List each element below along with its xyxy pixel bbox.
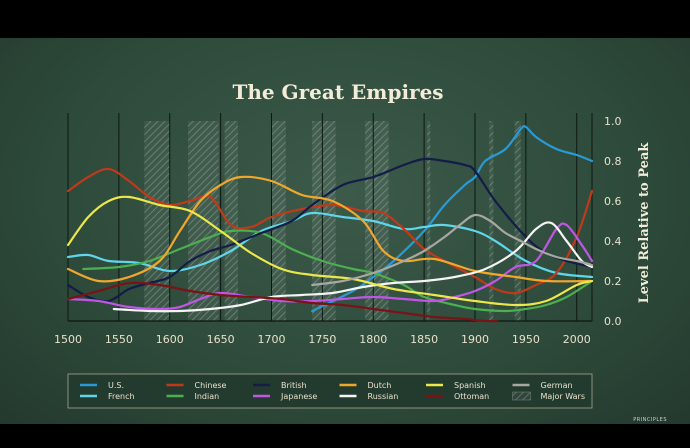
war-band	[312, 121, 336, 321]
y-tick-label: 0.4	[604, 235, 622, 248]
y-tick-label: 0.2	[604, 275, 622, 288]
x-tick-label: 1550	[105, 333, 133, 346]
legend-label-chinese: Chinese	[195, 381, 227, 390]
x-tick-label: 1700	[257, 333, 285, 346]
legend-swatch-major-wars	[512, 391, 531, 401]
legend-label-indian: Indian	[195, 392, 220, 401]
legend-label-german: German	[541, 381, 573, 390]
legend-label-major-wars: Major Wars	[541, 392, 586, 401]
war-band	[427, 121, 431, 321]
series-line-spanish	[66, 195, 594, 307]
y-tick-label: 0.0	[604, 315, 622, 328]
war-band	[224, 121, 238, 321]
series-line-chinese	[66, 167, 594, 295]
legend-label-us: U.S.	[108, 381, 124, 390]
legend-label-dutch: Dutch	[368, 381, 392, 390]
series-line-russian	[112, 221, 594, 313]
legend-label-japanese: Japanese	[280, 392, 317, 401]
legend-label-ottoman: Ottoman	[454, 392, 489, 401]
x-tick-label: 1850	[410, 333, 438, 346]
x-tick-label: 1500	[54, 333, 82, 346]
brand-label: PRINCIPLES	[633, 417, 667, 423]
war-band	[144, 121, 170, 321]
y-axis-label: Level Relative to Peak	[637, 142, 652, 304]
x-tick-label: 1800	[359, 333, 387, 346]
legend-label-russian: Russian	[368, 392, 399, 401]
war-band	[514, 121, 521, 321]
chart-title: The Great Empires	[232, 80, 443, 104]
y-tick-label: 0.6	[604, 195, 622, 208]
war-band	[188, 121, 219, 321]
series-line-dutch	[66, 175, 594, 283]
y-tick-label: 1.0	[604, 115, 622, 128]
legend-box	[67, 373, 593, 409]
x-tick-label: 1650	[207, 333, 235, 346]
legend-label-spanish: Spanish	[454, 381, 486, 390]
series-line-indian	[82, 229, 594, 313]
y-axis-ticks: 0.0 0.2 0.4 0.6 0.8 1.0	[604, 115, 622, 328]
x-tick-label: 2000	[563, 333, 591, 346]
legend-label-british: British	[281, 381, 307, 390]
y-tick-label: 0.8	[604, 155, 622, 168]
chart-panel: The Great Empires 1500 1550 1600 1650 1700 17…	[0, 38, 690, 424]
war-band	[271, 121, 286, 321]
legend-label-french: French	[108, 392, 135, 401]
chart: The Great Empires 1500 1550 1600 1650 1700 17…	[54, 80, 667, 423]
x-tick-label: 1950	[512, 333, 540, 346]
x-axis-ticks: 1500 1550 1600 1650 1700 1750 1800 1850 1900 1950…	[54, 333, 591, 346]
series-line-ottoman	[66, 281, 499, 323]
x-tick-label: 1900	[461, 333, 489, 346]
legend: U.S. Chinese British Dutch Spanish German Fren…	[80, 381, 585, 401]
series-lines	[66, 124, 594, 323]
x-tick-label: 1600	[156, 333, 184, 346]
series-line-german	[311, 213, 594, 287]
x-tick-label: 1750	[308, 333, 336, 346]
